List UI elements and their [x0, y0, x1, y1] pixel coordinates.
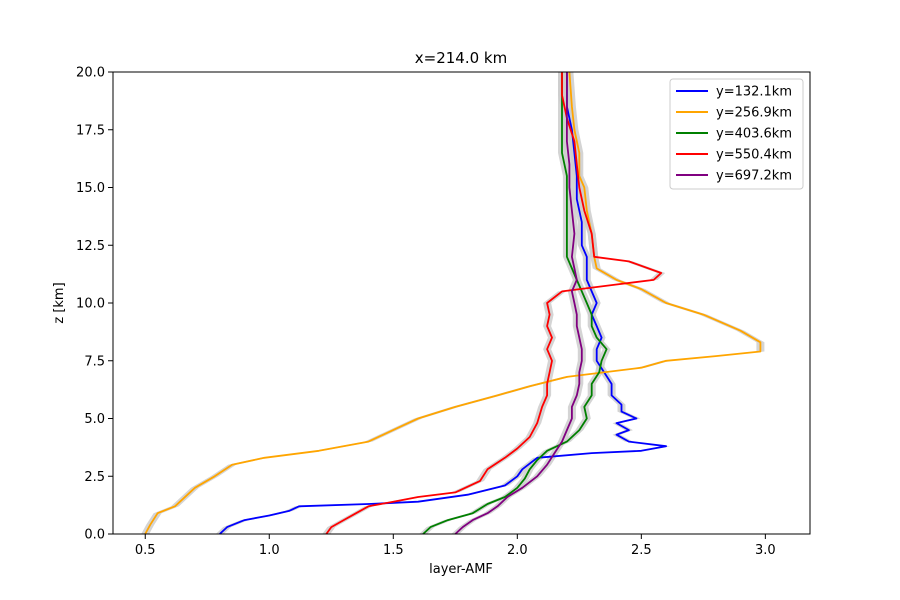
- series-lines: [144, 71, 762, 535]
- series-line-4: [325, 72, 663, 535]
- x-tick-label: 0.5: [135, 543, 156, 558]
- legend-label: y=256.9km: [716, 106, 792, 121]
- x-tick-label: 2.0: [507, 543, 528, 558]
- x-tick-label: 1.0: [259, 543, 280, 558]
- legend-box: [669, 78, 804, 190]
- legend-label: y=697.2km: [716, 169, 792, 184]
- y-axis-label: z [km]: [52, 282, 67, 323]
- x-tick-label: 1.5: [383, 543, 404, 558]
- plot-area: [141, 71, 765, 535]
- y-tick-label: 12.5: [76, 239, 105, 254]
- y-tick-label: 5.0: [84, 412, 105, 427]
- x-tick-label: 2.5: [631, 543, 652, 558]
- series-line-1: [219, 72, 667, 535]
- series-line-2: [144, 71, 762, 535]
- legend-label: y=550.4km: [716, 148, 792, 163]
- series-line-5: [454, 72, 583, 535]
- legend-label: y=403.6km: [716, 127, 792, 142]
- series-line-3: [422, 72, 608, 535]
- chart-title: x=214.0 km: [415, 49, 507, 67]
- y-tick-label: 7.5: [84, 354, 105, 369]
- legend: y=132.1km y=256.9km y=403.6km y=550.4km y=69…: [669, 78, 804, 190]
- y-tick-label: 10.0: [76, 297, 105, 312]
- y-tick-label: 20.0: [76, 66, 105, 81]
- legend-label: y=132.1km: [716, 85, 792, 100]
- x-axis-ticks: 0.5 1.0 1.5 2.0 2.5 3.0: [135, 534, 776, 558]
- y-tick-label: 15.0: [76, 181, 105, 196]
- x-tick-label: 3.0: [755, 543, 776, 558]
- y-tick-label: 17.5: [76, 123, 105, 138]
- y-tick-label: 2.5: [84, 470, 105, 485]
- y-tick-label: 0.0: [84, 528, 105, 543]
- y-axis-ticks: 0.0 2.5 5.0 7.5 10.0 12.5 15.0 17.5 20.0: [76, 66, 113, 543]
- x-axis-label: layer-AMF: [429, 562, 493, 577]
